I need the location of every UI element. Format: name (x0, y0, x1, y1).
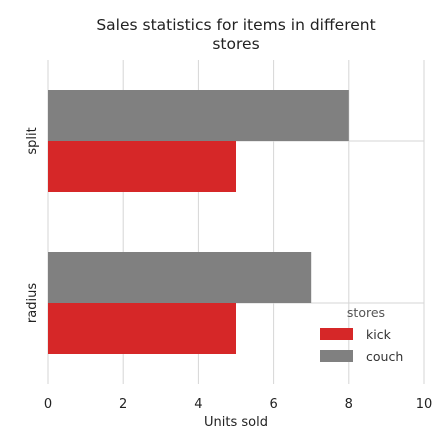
legend-label-couch: couch (366, 349, 403, 364)
bar-kick-radius (48, 303, 236, 354)
x-axis: 0 2 4 6 8 10 (44, 397, 432, 412)
legend-swatch-couch (320, 350, 353, 362)
legend-title: stores (347, 305, 385, 320)
y-tick-label: split (25, 127, 40, 154)
legend: stores kick couch (320, 305, 403, 364)
y-axis: split radius (25, 127, 40, 323)
x-tick-label: 0 (44, 397, 52, 412)
bar-couch-split (48, 90, 349, 141)
x-tick-label: 4 (194, 397, 202, 412)
x-tick-label: 10 (416, 397, 433, 412)
x-axis-label: Units sold (204, 415, 268, 430)
chart-title-line-1: Sales statistics for items in different (96, 16, 375, 34)
x-tick-label: 2 (119, 397, 127, 412)
x-tick-label: 8 (345, 397, 353, 412)
chart-title-line-2: stores (212, 35, 259, 53)
legend-label-kick: kick (366, 327, 392, 342)
y-tick-label: radius (25, 283, 40, 323)
bar-couch-radius (48, 252, 312, 303)
bar-kick-split (48, 141, 236, 192)
bars (48, 90, 349, 354)
x-tick-label: 6 (269, 397, 277, 412)
legend-swatch-kick (320, 328, 353, 340)
